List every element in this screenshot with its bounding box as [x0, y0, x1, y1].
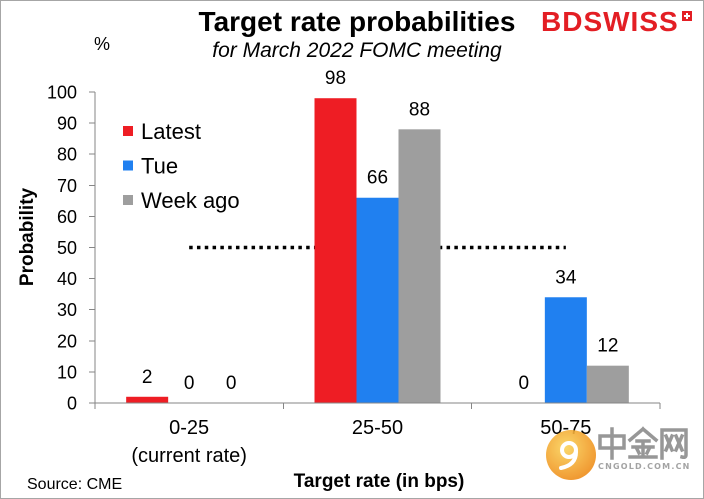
bar-week-ago-2: [586, 365, 629, 403]
y-axis-title: Probability: [17, 187, 38, 286]
legend-item-latest: Latest: [123, 119, 201, 144]
y-tick-label: 10: [57, 362, 77, 382]
x-tick-label: 25-50: [352, 417, 403, 439]
legend: Latest Tue Week ago: [123, 119, 240, 213]
watermark-logo-icon: [546, 430, 596, 480]
y-tick-label: 0: [67, 394, 77, 414]
y-tick-label: 80: [57, 145, 77, 165]
data-label-latest-2: 0: [519, 373, 530, 394]
bdswiss-logo: BDSWISS: [541, 6, 692, 37]
y-unit-label: %: [94, 34, 110, 54]
bdswiss-logo-text: BDSWISS: [541, 6, 679, 37]
legend-label: Week ago: [141, 188, 240, 213]
legend-item-week-ago: Week ago: [123, 188, 240, 213]
watermark: CNGOLD.COM.CN: [546, 426, 691, 480]
y-tick-label: 40: [57, 269, 77, 289]
watermark-domain: CNGOLD.COM.CN: [598, 462, 691, 471]
bar-tue-1: [356, 197, 399, 403]
x-axis-title: Target rate (in bps): [294, 471, 465, 492]
y-tick-label: 30: [57, 300, 77, 320]
legend-item-tue: Tue: [123, 154, 178, 179]
y-tick-label: 50: [57, 238, 77, 258]
data-label-tue-1: 66: [367, 168, 388, 189]
x-tick-label: 0-25: [169, 417, 209, 439]
source-note: Source: CME: [27, 476, 122, 493]
chart-title: Target rate probabilities: [199, 6, 516, 37]
plot-area: 2 98 0 0 66 34 0 88 12 0 10 20 30 40 50 60 70 80 90 100 0-25…: [47, 68, 661, 467]
y-tick-label: 90: [57, 114, 77, 134]
y-tick-label: 20: [57, 331, 77, 351]
y-tick-label: 70: [57, 176, 77, 196]
y-tick-label: 100: [47, 83, 77, 103]
swiss-cross-icon: [682, 11, 692, 21]
data-label-week-ago-2: 12: [597, 336, 618, 357]
data-label-latest-1: 98: [325, 68, 346, 89]
legend-swatch: [123, 160, 133, 171]
watermark-logo-lettering: [598, 426, 688, 460]
y-tick-label: 60: [57, 207, 77, 227]
legend-swatch: [123, 126, 133, 136]
data-label-week-ago-1: 88: [409, 99, 430, 120]
legend-swatch: [123, 195, 133, 205]
data-label-latest-0: 2: [142, 367, 153, 388]
bar-week-ago-1: [398, 129, 441, 403]
data-label-tue-0: 0: [184, 373, 195, 394]
data-label-week-ago-0: 0: [226, 373, 237, 394]
legend-label: Latest: [141, 119, 201, 144]
bar-tue-2: [544, 297, 587, 403]
bar-latest-1: [314, 98, 357, 403]
legend-label: Tue: [141, 154, 178, 179]
x-tick-label: (current rate): [131, 445, 247, 467]
chart-subtitle: for March 2022 FOMC meeting: [212, 39, 502, 62]
bar-latest-0: [126, 396, 169, 403]
data-label-tue-2: 34: [555, 267, 577, 288]
